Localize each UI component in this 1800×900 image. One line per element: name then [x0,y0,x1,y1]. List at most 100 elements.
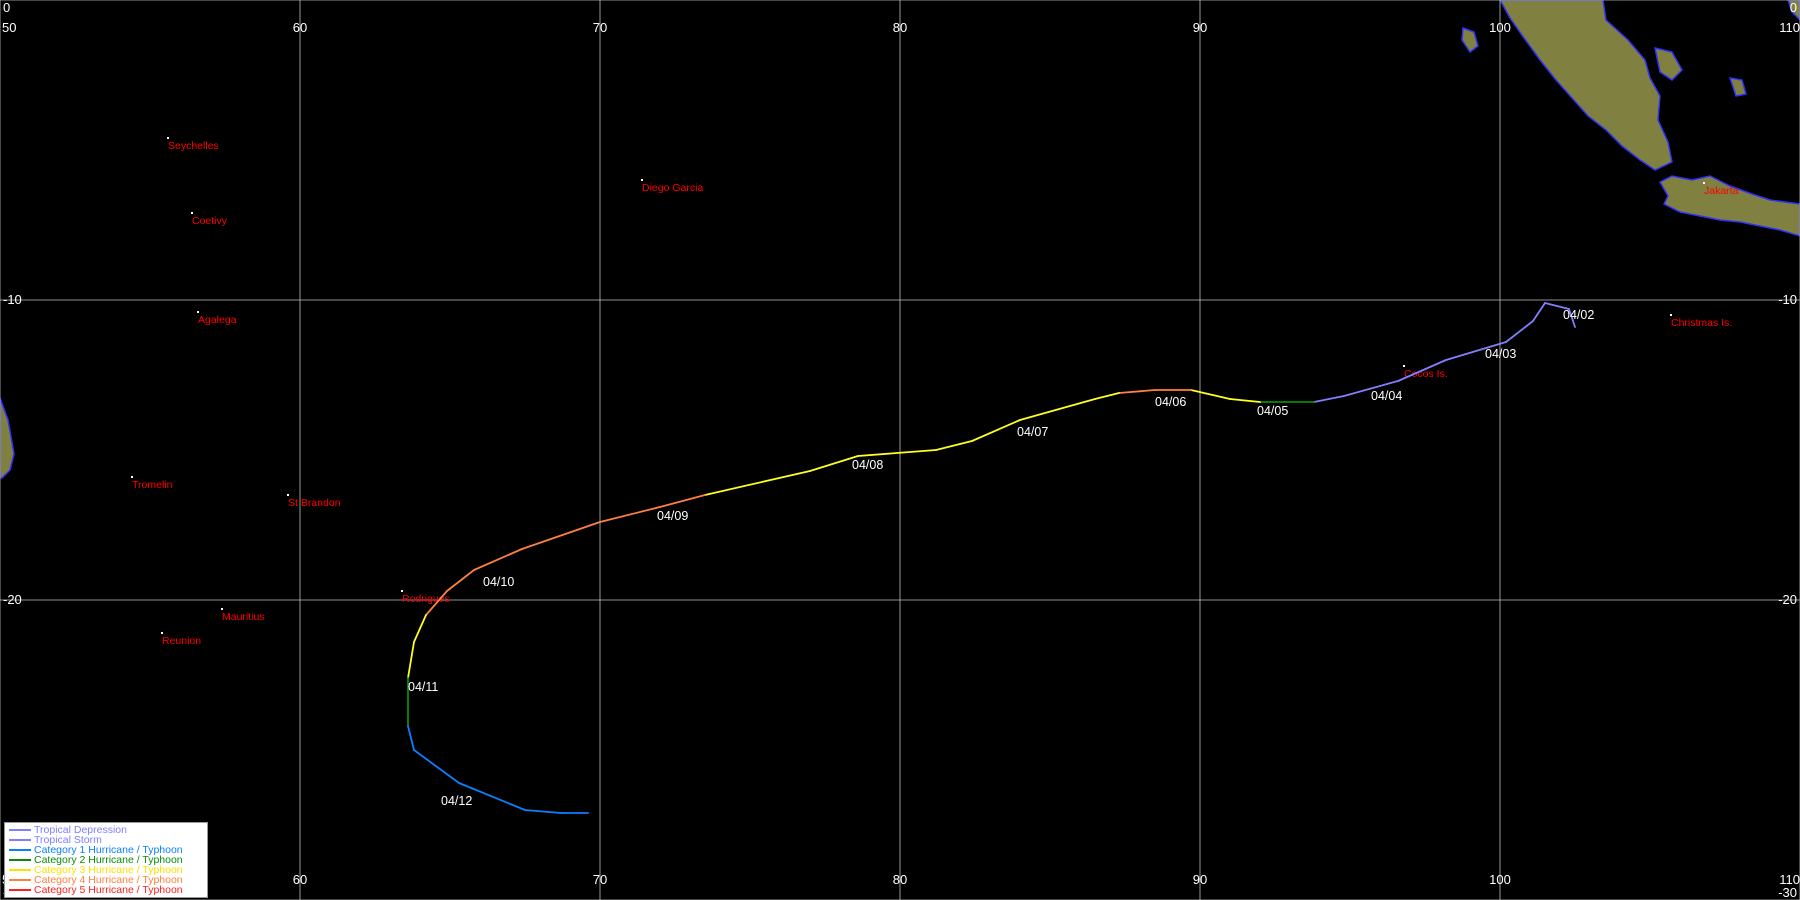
lon-tick-top-80: 80 [893,20,907,35]
track-date-labels: 04/02 04/03 04/04 04/05 04/06 04/07 04/08 04/09… [408,308,1594,808]
lon-tick-top-50: 50 [2,20,16,35]
track-segment [1445,341,1507,361]
legend-swatch [9,829,31,831]
place-dot [1403,365,1405,367]
date-label: 04/06 [1155,395,1186,409]
date-label: 04/08 [852,458,883,472]
track-segment [935,440,973,451]
lon-tick-top-90: 90 [1193,20,1207,35]
legend-label: Category 3 Hurricane / Typhoon [34,864,183,876]
track-segment [1190,389,1231,400]
track-segment [1094,392,1120,400]
madagascar-coast [0,397,15,479]
track-segment [857,449,937,457]
category-legend: Tropical Depression Tropical Storm Categor… [4,822,208,898]
lon-tick-bottom-70: 70 [593,872,607,887]
lat-tick-left--20: -20 [3,592,22,607]
legend-swatch [9,859,31,861]
date-label: 04/03 [1485,347,1516,361]
place-dot [161,632,163,634]
track-segment [521,521,601,550]
track-segment [809,455,859,472]
legend-label: Category 1 Hurricane / Typhoon [34,844,183,856]
legend-item: Category 1 Hurricane / Typhoon [9,845,207,855]
track-segment [1532,302,1546,322]
lon-tick-top-110: 110 [1779,20,1800,35]
place-label: Coetivy [192,215,228,227]
legend-swatch [9,879,31,881]
legend-item: Category 2 Hurricane / Typhoon [9,855,207,865]
track-segment [659,494,706,508]
lon-tick-bottom-60: 60 [293,872,307,887]
lon-tick-top-100: 100 [1489,20,1511,35]
legend-label: Tropical Storm [34,834,102,846]
bangka-island [1654,47,1683,81]
storm-track [407,302,1576,814]
place-dot [131,476,133,478]
place-dot [1670,314,1672,316]
date-label: 04/09 [657,509,688,523]
lon-tick-top-70: 70 [593,20,607,35]
track-segment [1544,302,1570,310]
place-label: Mauritius [222,611,265,623]
legend-label: Category 2 Hurricane / Typhoon [34,854,183,866]
lon-tick-bottom-110: 110 [1779,872,1800,887]
date-label: 04/02 [1563,308,1594,322]
lon-tick-bottom-100: 100 [1489,872,1511,887]
place-label: Seychelles [168,140,219,152]
place-dot [401,590,403,592]
place-dot [221,608,223,610]
track-segment [1568,308,1576,328]
legend-swatch [9,849,31,851]
land-layer [0,0,1800,479]
legend-item: Tropical Depression [9,825,207,835]
lat-tick-left-0: 0 [3,0,10,15]
place-dot [641,179,643,181]
lon-tick-top-60: 60 [293,20,307,35]
place-label: Tromelin [132,479,173,491]
place-dot [287,494,289,496]
track-segment [473,548,523,571]
legend-item: Tropical Storm [9,835,207,845]
place-dot [167,137,169,139]
borneo-edge [1787,0,1800,22]
legend-swatch [9,889,31,891]
legend-label: Category 4 Hurricane / Typhoon [34,874,183,886]
place-dot [1703,182,1705,184]
track-segment [458,782,526,811]
track-segment [1505,320,1534,343]
lon-tick-bottom-80: 80 [893,872,907,887]
track-segment [599,506,661,523]
track-segment [446,569,475,592]
place-markers: Seychelles Coetivy Diego Garcia Agalega Trom… [131,137,1739,647]
legend-swatch [9,869,31,871]
date-label: 04/11 [408,680,438,694]
track-segment [1397,359,1447,382]
legend-label: Category 5 Hurricane / Typhoon [34,884,183,896]
place-label: Diego Garcia [642,182,703,194]
track-segment [413,614,427,643]
place-label: Reunion [162,635,201,647]
lat-tick-right--10: -10 [1778,292,1797,307]
legend-item: Category 4 Hurricane / Typhoon [9,875,207,885]
track-segment [425,590,448,616]
java-island [1658,175,1800,237]
place-label: Christmas Is. [1671,317,1732,329]
date-label: 04/10 [483,575,514,589]
date-label: 04/05 [1257,404,1288,418]
lon-tick-bottom-90: 90 [1193,872,1207,887]
track-segment [413,749,460,784]
lat-tick-right--30: -30 [1778,885,1797,900]
legend-swatch [9,839,31,841]
lat-tick-right-0: 0 [1790,0,1797,15]
place-label: Agalega [198,314,237,326]
legend-label: Tropical Depression [34,824,127,836]
small-island-2 [1728,77,1747,97]
track-segment [524,809,562,814]
track-segment [1313,395,1345,403]
place-label: Jakarta [1704,185,1739,197]
track-segment [1229,398,1261,403]
track-segment [1343,380,1399,397]
small-island-1 [1461,26,1479,54]
